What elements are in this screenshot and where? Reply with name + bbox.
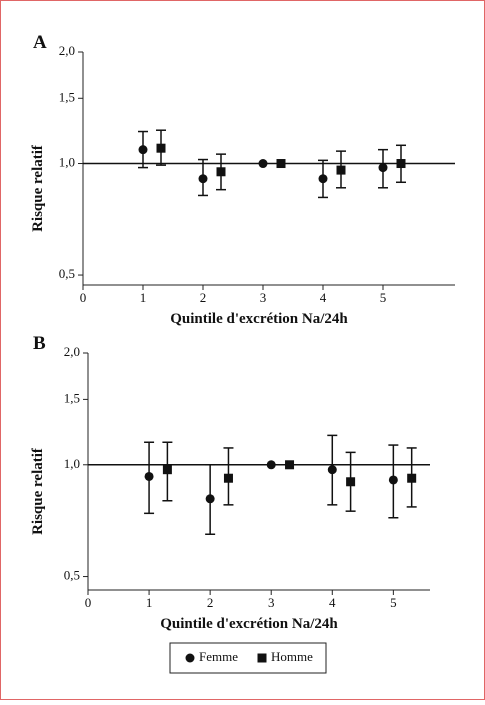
x-axis-title: Quintile d'excrétion Na/24h (170, 311, 348, 327)
x-tick-label: 2 (200, 290, 207, 305)
marker-circle (378, 163, 388, 173)
x-tick-label: 2 (207, 595, 214, 610)
marker-square (407, 473, 417, 483)
marker-square (216, 167, 226, 177)
x-tick-label: 0 (85, 595, 92, 610)
legend-marker (257, 653, 267, 663)
legend-label: Femme (199, 649, 238, 664)
y-tick-label: 1,5 (59, 89, 75, 104)
marker-square (396, 159, 406, 169)
marker-circle (198, 174, 208, 184)
y-tick-label: 0,5 (64, 568, 80, 583)
marker-square (276, 159, 286, 169)
x-tick-label: 3 (260, 290, 267, 305)
legend-marker (185, 653, 195, 663)
x-tick-label: 3 (268, 595, 275, 610)
panel-label: A (33, 32, 47, 53)
marker-circle (327, 465, 337, 475)
x-tick-label: 4 (320, 290, 327, 305)
x-axis-title: Quintile d'excrétion Na/24h (160, 616, 338, 632)
marker-circle (318, 174, 328, 184)
x-tick-label: 1 (146, 595, 153, 610)
y-axis-title: Risque relatif (30, 447, 46, 535)
marker-square (162, 465, 172, 475)
marker-circle (205, 494, 215, 504)
y-tick-label: 1,0 (64, 456, 80, 471)
legend-box (169, 642, 327, 674)
x-tick-label: 1 (140, 290, 147, 305)
x-tick-label: 4 (329, 595, 336, 610)
x-tick-label: 5 (390, 595, 397, 610)
marker-square (285, 460, 295, 470)
marker-square (346, 477, 356, 487)
marker-circle (258, 159, 268, 169)
marker-square (156, 143, 166, 153)
marker-square (223, 473, 233, 483)
y-tick-label: 2,0 (64, 344, 80, 359)
panel-label: B (33, 333, 46, 354)
y-tick-label: 2,0 (59, 43, 75, 58)
marker-circle (266, 460, 276, 470)
marker-square (336, 165, 346, 175)
x-tick-label: 0 (80, 290, 87, 305)
marker-circle (138, 145, 148, 155)
marker-circle (144, 471, 154, 481)
y-tick-label: 0,5 (59, 266, 75, 281)
y-tick-label: 1,5 (64, 390, 80, 405)
y-axis-title: Risque relatif (30, 144, 46, 232)
legend-label: Homme (271, 649, 313, 664)
x-tick-label: 5 (380, 290, 387, 305)
y-tick-label: 1,0 (59, 155, 75, 170)
marker-circle (388, 475, 398, 485)
